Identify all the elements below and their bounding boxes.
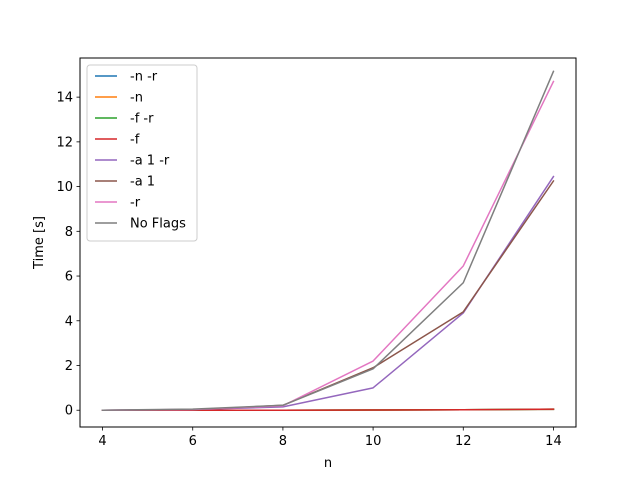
legend-label: -r — [130, 196, 141, 211]
y-axis: 0 2 4 6 8 10 12 14 — [56, 91, 80, 419]
legend-label: -n -r — [130, 70, 158, 85]
series-line-8 — [101, 70, 555, 411]
x-tick-label: 4 — [98, 434, 106, 449]
x-axis-label: n — [324, 456, 332, 471]
y-tick-label: 8 — [65, 225, 73, 240]
legend-label: -f -r — [130, 112, 154, 127]
y-axis-label: Time [s] — [32, 216, 47, 270]
y-tick-label: 10 — [56, 180, 73, 195]
x-tick-label: 10 — [365, 434, 382, 449]
y-tick-label: 2 — [65, 359, 73, 374]
x-tick-label: 6 — [189, 434, 197, 449]
legend: -n -r -n -f -r -f -a 1 -r -a 1 -r No Flags — [86, 64, 198, 242]
legend-box — [86, 64, 198, 242]
x-axis: 4 6 8 10 12 14 — [98, 427, 562, 449]
x-tick-label: 14 — [545, 434, 562, 449]
legend-label: -f — [130, 133, 140, 148]
y-tick-label: 4 — [65, 314, 73, 329]
legend-label: No Flags — [130, 217, 186, 232]
series-layer — [101, 70, 555, 411]
y-tick-label: 12 — [56, 135, 73, 150]
plot-frame — [79, 57, 577, 428]
y-tick-label: 0 — [65, 404, 73, 419]
x-tick-label: 8 — [279, 434, 287, 449]
legend-label: -a 1 — [130, 175, 155, 190]
y-tick-label: 6 — [65, 270, 73, 285]
legend-label: -n — [130, 91, 143, 106]
x-tick-label: 12 — [455, 434, 472, 449]
y-tick-label: 14 — [56, 91, 73, 106]
legend-label: -a 1 -r — [130, 154, 170, 169]
